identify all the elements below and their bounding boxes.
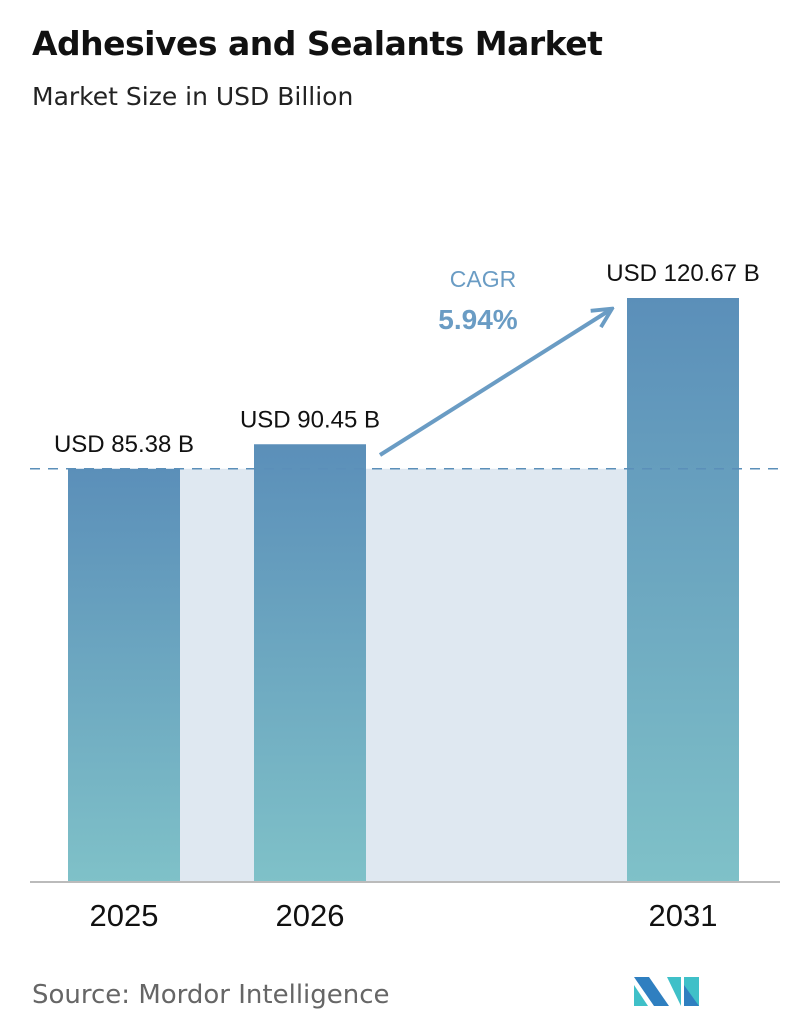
cagr-label: CAGR xyxy=(450,266,516,292)
x-tick-label: 2025 xyxy=(90,898,159,933)
data-label: USD 85.38 B xyxy=(54,431,194,458)
bar-2025 xyxy=(68,468,180,882)
bar-2026 xyxy=(254,444,366,882)
cagr-arrow xyxy=(378,310,610,457)
bar-2031 xyxy=(627,298,739,882)
x-tick-label: 2026 xyxy=(276,898,345,933)
chart-title: Adhesives and Sealants Market xyxy=(32,24,603,63)
cagr-value: 5.94% xyxy=(438,304,517,335)
chart-subtitle: Market Size in USD Billion xyxy=(32,82,354,111)
data-label: USD 90.45 B xyxy=(240,406,380,433)
source-note: Source: Mordor Intelligence xyxy=(32,980,390,1010)
mordor-logo xyxy=(634,977,699,1006)
x-tick-label: 2031 xyxy=(649,898,718,933)
data-label: USD 120.67 B xyxy=(606,260,759,287)
